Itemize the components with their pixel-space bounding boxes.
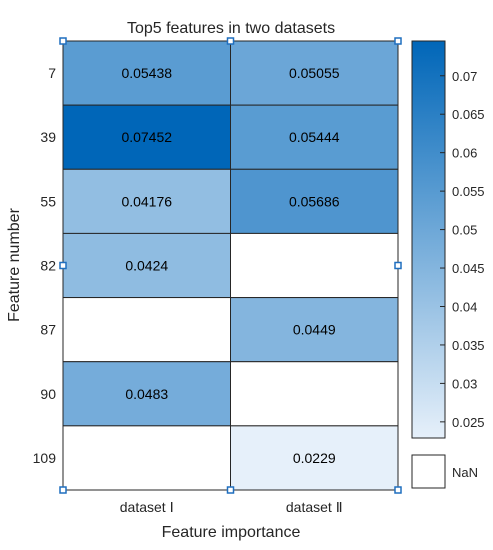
colorbar-tick-label: 0.055 (452, 184, 485, 199)
y-axis-label: Feature number (6, 207, 23, 322)
nan-legend-label: NaN (452, 465, 478, 480)
heatmap-cell-nan (62, 425, 231, 491)
x-tick-labels: dataset Ⅰ dataset Ⅱ (120, 499, 343, 515)
cell-value-label: 0.04176 (121, 193, 172, 209)
heatmap-cell (62, 40, 231, 106)
resize-handle[interactable] (394, 37, 402, 45)
x-axis-label: Feature importance (162, 524, 301, 541)
colorbar-tick-label: 0.035 (452, 338, 485, 353)
colorbar-tick-label: 0.05 (452, 223, 477, 238)
heatmap-cell (230, 168, 399, 234)
y-tick-label: 87 (40, 322, 56, 338)
y-tick-labels: 7 39 55 82 87 90 109 (33, 65, 57, 466)
y-tick-label: 109 (33, 450, 57, 466)
selection-handles[interactable] (59, 37, 402, 494)
heatmap-cell-nan (230, 361, 399, 427)
x-tick-label: dataset Ⅱ (286, 499, 343, 515)
resize-handle[interactable] (394, 486, 402, 494)
heatmap-cell (230, 297, 399, 363)
heatmap-cell (230, 40, 399, 106)
colorbar (411, 40, 446, 439)
resize-handle[interactable] (59, 261, 67, 270)
cell-value-label: 0.05686 (289, 193, 340, 209)
y-tick-label: 82 (40, 258, 56, 274)
colorbar-tick-label: 0.03 (452, 376, 477, 391)
colorbar-tick-label: 0.07 (452, 69, 477, 84)
colorbar-tick-label: 0.065 (452, 107, 485, 122)
heatmap-cell-nan (62, 297, 231, 363)
cell-value-label: 0.07452 (121, 129, 172, 145)
cell-value-label: 0.0229 (293, 450, 336, 466)
cell-value-label: 0.0424 (125, 258, 168, 274)
cell-value-label: 0.05444 (289, 129, 340, 145)
x-tick-label: dataset Ⅰ (120, 499, 174, 515)
heatmap-cell (62, 104, 231, 170)
resize-handle[interactable] (394, 261, 402, 270)
cell-labels: 0.05438 0.05055 0.07452 0.05444 0.04176 0.056… (121, 65, 339, 466)
colorbar-tick-label: 0.04 (452, 299, 477, 314)
heatmap-cells (62, 40, 399, 491)
cell-value-label: 0.05438 (121, 65, 172, 81)
cell-value-label: 0.0449 (293, 322, 336, 338)
chart-title: Top5 features in two datasets (127, 20, 335, 37)
nan-legend-box (411, 454, 446, 489)
y-tick-label: 55 (40, 193, 56, 209)
y-tick-label: 39 (40, 129, 56, 145)
colorbar-ticks: 0.025 0.03 0.035 0.04 0.045 0.05 0.055 0.06 0.06… (440, 69, 485, 430)
resize-handle[interactable] (59, 486, 67, 494)
heatmap-cell (230, 425, 399, 491)
resize-handle[interactable] (59, 37, 67, 45)
heatmap-cell (62, 168, 231, 234)
heatmap-cell-nan (230, 232, 399, 299)
colorbar-tick-label: 0.045 (452, 261, 485, 276)
cell-value-label: 0.05055 (289, 65, 340, 81)
resize-handle[interactable] (226, 37, 235, 45)
y-tick-label: 7 (48, 65, 56, 81)
colorbar-tick-label: 0.06 (452, 146, 477, 161)
resize-handle[interactable] (226, 486, 235, 494)
colorbar-tick-label: 0.025 (452, 415, 485, 430)
heatmap-cell (230, 104, 399, 170)
y-tick-label: 90 (40, 386, 56, 402)
cell-value-label: 0.0483 (125, 386, 168, 402)
